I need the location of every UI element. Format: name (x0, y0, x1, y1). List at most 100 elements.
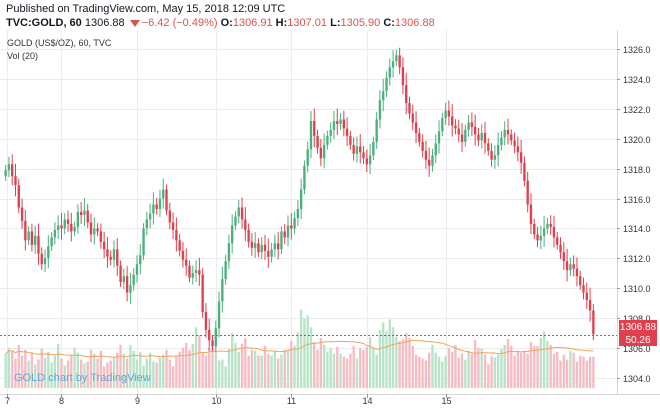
candle-body (523, 162, 526, 181)
candle-body (47, 246, 50, 259)
volume-bar (322, 344, 326, 388)
volume-bar (490, 356, 493, 388)
volume-bar (66, 360, 70, 388)
candle-body (309, 121, 313, 150)
chart-title: GOLD (US$/OZ), 60, TVC (7, 38, 112, 48)
volume-bar (37, 359, 40, 388)
candle-body (250, 241, 254, 248)
volume-bar (391, 327, 395, 388)
volume-bar (142, 365, 145, 388)
volume-bar (388, 319, 391, 388)
candle-body (14, 176, 17, 186)
candle-body (240, 207, 244, 220)
volume-ma-line (5, 339, 594, 358)
time-axis[interactable]: 7 8 9 10 11 14 15 (5, 394, 452, 406)
candle-body (362, 152, 365, 159)
volume-bar (171, 366, 175, 388)
volume-bar (450, 351, 454, 388)
candle-body (290, 225, 293, 229)
candle-body (70, 223, 73, 232)
volume-bar (411, 345, 414, 388)
symbol-label[interactable]: TVC:GOLD, 60 (6, 17, 82, 29)
candle-body (526, 180, 529, 205)
candle-body (368, 155, 372, 165)
candle-body (339, 119, 342, 124)
volume-bar (424, 360, 428, 388)
candle-body (359, 146, 362, 153)
x-tick-label: 9 (135, 396, 140, 406)
candle-body (306, 149, 309, 166)
price-axis[interactable]: 1304.0 1306.0 1308.0 1310.0 1312.0 1314.0 1316… (617, 45, 651, 384)
volume-bar (24, 349, 27, 388)
candle-body (11, 164, 14, 177)
candle-body (135, 264, 139, 275)
candle-body (175, 229, 178, 241)
volume-bar (362, 349, 365, 388)
candle-body (457, 128, 460, 135)
volume-bar (316, 349, 319, 388)
candle-body (470, 122, 474, 127)
volume-bar (313, 341, 316, 388)
y-tick-label: 1320.0 (623, 135, 651, 145)
candle-body (152, 204, 155, 214)
price-chart[interactable]: 1304.0 1306.0 1308.0 1310.0 1312.0 1314.0 1316… (0, 30, 660, 407)
last-price: 1306.88 (84, 17, 125, 29)
header: Published on TradingView.com, May 15, 20… (0, 0, 660, 30)
candle-body (63, 219, 66, 229)
volume-bar (139, 351, 142, 388)
volume-bar (349, 353, 352, 388)
volume-bar (303, 318, 306, 388)
volume-bar (27, 360, 30, 388)
volume-bar (496, 354, 500, 388)
candle-body (316, 135, 319, 148)
candle-body (162, 189, 165, 199)
candle-body (391, 61, 395, 68)
volume-bar (460, 353, 464, 388)
volume-bar (270, 355, 273, 388)
close-value: 1306.88 (394, 17, 435, 29)
volume-bar (552, 353, 556, 388)
candle-body (585, 292, 588, 301)
candle-body (188, 265, 191, 278)
candle-body (336, 121, 339, 124)
candle-body (79, 212, 83, 215)
candle-body (549, 223, 552, 227)
candle-body (247, 229, 250, 242)
candle-body (181, 250, 185, 260)
candle-body (148, 213, 152, 220)
volume-bar (112, 357, 116, 388)
candle-body (129, 285, 132, 293)
volume-bar (329, 347, 332, 388)
volume-bar (487, 364, 490, 388)
volume-bar (11, 350, 14, 388)
candle-body (283, 231, 286, 238)
candle-body (441, 118, 444, 132)
candle-body (155, 204, 158, 210)
volume-bar (227, 348, 231, 388)
chart-area[interactable]: 1304.0 1306.0 1308.0 1310.0 1312.0 1314.0 1316… (0, 30, 660, 407)
candle-body (477, 134, 480, 141)
chart-grid (0, 30, 617, 394)
candle-body (73, 226, 76, 232)
volume-bar (185, 342, 188, 388)
candle-body (408, 103, 411, 114)
candle-body (428, 159, 431, 166)
volume-bar (408, 338, 411, 388)
candle-body (536, 234, 539, 241)
volume-bar (14, 358, 17, 388)
volume-bar (368, 337, 372, 388)
candle-body (349, 135, 352, 145)
volume-bar (60, 358, 63, 388)
candle-body (231, 225, 234, 244)
volume-bar (217, 360, 221, 388)
candle-body (418, 132, 421, 142)
candle-body (437, 131, 441, 144)
watermark[interactable]: GOLD chart by TradingView (14, 372, 151, 384)
volume-bar (519, 352, 523, 388)
volume-bar (208, 348, 211, 388)
volume-bar (99, 350, 103, 388)
price-change: −6.42 (−0.49%) (141, 17, 218, 29)
candle-body (382, 91, 385, 101)
y-tick-label: 1322.0 (623, 105, 651, 115)
candle-body (89, 222, 93, 235)
